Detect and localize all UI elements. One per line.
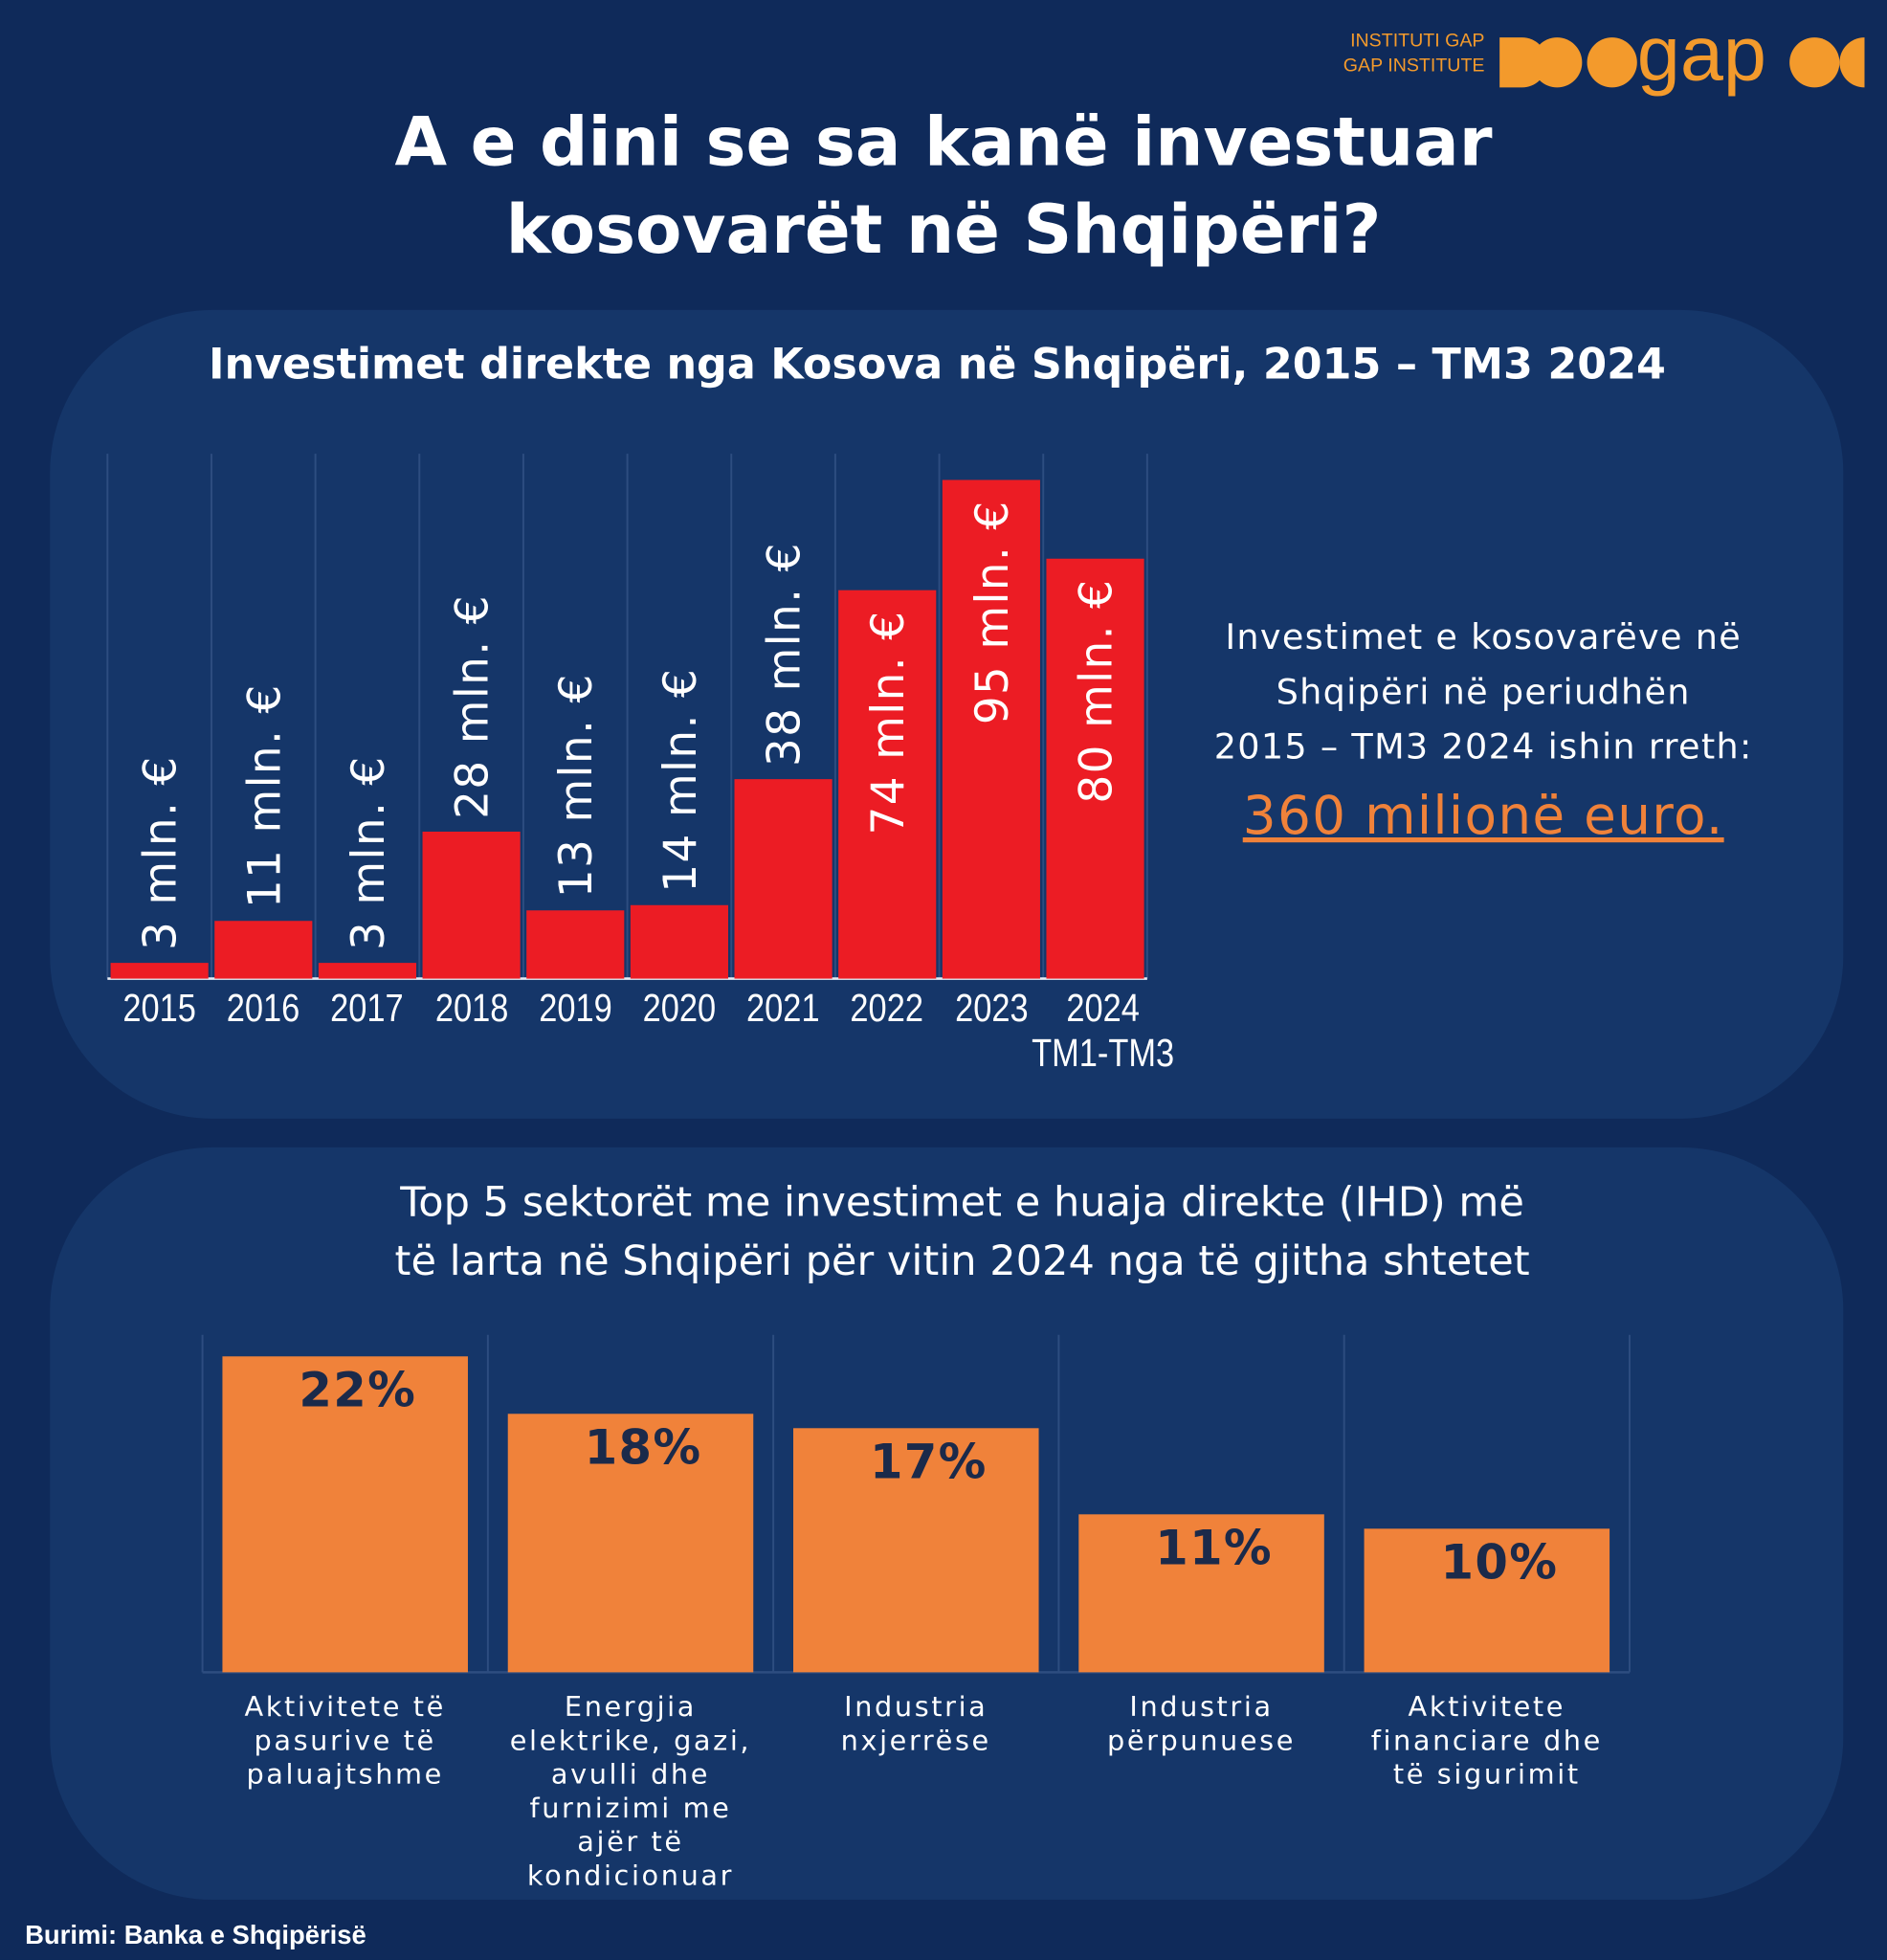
bar bbox=[318, 963, 417, 979]
value-label: 13 mln. € bbox=[550, 673, 603, 898]
bar bbox=[793, 1428, 1039, 1673]
bar bbox=[734, 779, 832, 979]
bar bbox=[1364, 1528, 1610, 1673]
value-label: 3 mln. € bbox=[135, 755, 188, 950]
bar bbox=[1078, 1514, 1324, 1673]
value-label: 17% bbox=[870, 1435, 988, 1490]
bar bbox=[630, 904, 728, 979]
value-label: 18% bbox=[585, 1420, 702, 1476]
value-label: 80 mln. € bbox=[1071, 579, 1123, 804]
bar bbox=[110, 963, 209, 979]
summary-text: Investimet e kosovarëve në Shqipëri në p… bbox=[1213, 615, 1753, 768]
logo-shape bbox=[1499, 37, 1547, 88]
logo-shape bbox=[1839, 37, 1865, 88]
x-tick-label: 2017 bbox=[330, 986, 405, 1031]
value-label: 28 mln. € bbox=[447, 594, 500, 819]
value-label: 74 mln. € bbox=[862, 611, 915, 835]
bar bbox=[422, 831, 521, 979]
page-title: A e dini se sa kanë investuar bbox=[394, 102, 1493, 182]
value-label: 10% bbox=[1441, 1535, 1559, 1591]
summary-highlight: 360 milionë euro. bbox=[1242, 785, 1724, 847]
x-tick-label: Aktivitete të pasurive të paluajtshme bbox=[244, 1692, 446, 1792]
x-tick-label: 2015 bbox=[122, 986, 196, 1031]
chart-title: Investimet direkte nga Kosova në Shqipër… bbox=[208, 340, 1666, 390]
x-tick-label: Energjia elektrike, gazi, avulli dhe fur… bbox=[509, 1692, 752, 1893]
value-label: 95 mln. € bbox=[966, 500, 1019, 724]
bar bbox=[838, 590, 937, 979]
logo-shape bbox=[1789, 37, 1840, 88]
page-title: kosovarët në Shqipëri? bbox=[505, 189, 1382, 269]
logo-word: gap bbox=[1636, 11, 1766, 98]
value-label: 11 mln. € bbox=[238, 683, 291, 908]
x-tick-label: 2021 bbox=[746, 986, 820, 1031]
source: Burimi: Banka e Shqipërisë bbox=[25, 1921, 366, 1950]
x-tick-label: 2023 bbox=[954, 986, 1029, 1031]
x-tick-label: 2019 bbox=[538, 986, 612, 1031]
logo-shape bbox=[1532, 37, 1583, 88]
bar bbox=[942, 479, 1040, 979]
value-label: 3 mln. € bbox=[343, 755, 395, 950]
bar bbox=[214, 921, 313, 979]
logo-line: GAP INSTITUTE bbox=[1343, 55, 1485, 77]
x-tick-label: 2020 bbox=[642, 986, 717, 1031]
chart-title: Top 5 sektorët me investimet e huaja dir… bbox=[394, 1177, 1530, 1285]
x-tick-label: Industria nxjerrëse bbox=[840, 1692, 991, 1758]
bar bbox=[526, 910, 625, 979]
logo-mark bbox=[1499, 37, 1865, 88]
x-tick-label: 2018 bbox=[434, 986, 508, 1031]
bar bbox=[222, 1356, 468, 1673]
x-tick-label: 2024 TM1-TM3 bbox=[1031, 986, 1174, 1076]
x-tick-label: 2022 bbox=[850, 986, 924, 1031]
logo-line: INSTITUTI GAP bbox=[1350, 30, 1485, 52]
x-tick-label: Aktivitete financiare dhe të sigurimit bbox=[1370, 1692, 1603, 1792]
value-label: 11% bbox=[1155, 1521, 1273, 1576]
bar bbox=[507, 1414, 754, 1673]
x-tick-label: Industria përpunuese bbox=[1106, 1692, 1297, 1758]
x-tick-label: 2016 bbox=[226, 986, 300, 1031]
value-label: 14 mln. € bbox=[655, 668, 707, 893]
value-label: 22% bbox=[299, 1363, 416, 1418]
bar bbox=[1046, 558, 1144, 979]
logo-shape bbox=[1587, 37, 1637, 88]
value-label: 38 mln. € bbox=[759, 542, 811, 767]
